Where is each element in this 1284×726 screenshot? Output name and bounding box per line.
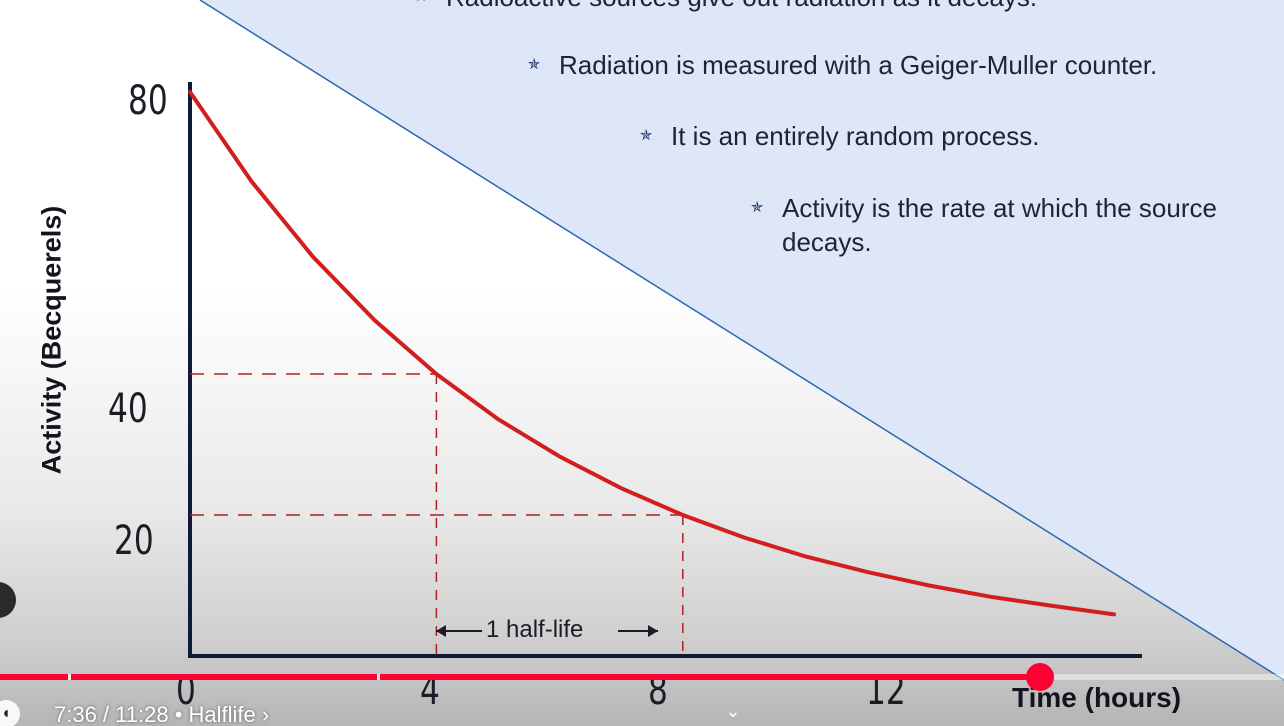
half-life-guides [190,373,684,656]
bullet-text: Radiation is measured with a Geiger-Mull… [559,50,1158,80]
star-bullet-icon: ✯ [410,0,432,8]
arrow-right-icon [648,625,658,637]
y-axis-label: Activity (Becquerels) [36,205,67,475]
arrow-left-icon [436,625,446,637]
bullet-list: ✯ Radioactive sources give out radiation… [0,0,1284,300]
half-life-label: 1 half-life [486,616,584,643]
star-bullet-icon: ✯ [746,197,768,219]
bullet-text: It is an entirely random process. [671,121,1040,151]
decay-curve [188,90,1116,617]
chapter-marker [68,674,71,680]
y-tick-label: 40 [108,386,148,432]
bullet-item: ✯ Radioactive sources give out radiation… [410,0,1037,14]
time-display[interactable]: 7:36 / 11:28 • Halflife › [54,702,270,726]
y-tick-label: 20 [114,518,154,564]
progress-handle[interactable] [1026,663,1055,691]
bullet-item: ✯ Activity is the rate at which the sour… [746,191,1217,259]
star-bullet-icon: ✯ [635,125,657,147]
chevron-down-icon[interactable]: ⌄ [725,700,741,721]
star-bullet-icon: ✯ [523,54,545,76]
y-tick-label: 80 [128,78,168,124]
bullet-text: Radioactive sources give out radiation a… [446,0,1037,14]
bullet-text: Activity is the rate at which the source… [782,193,1217,257]
chapter-marker [377,674,380,680]
progress-played [0,674,1041,680]
bullet-item: ✯ Radiation is measured with a Geiger-Mu… [523,48,1157,82]
volume-icon[interactable]: ◖ [0,700,20,726]
diagonal-line [199,0,1284,681]
previous-button[interactable] [0,582,16,618]
bullet-item: ✯ It is an entirely random process. [635,119,1040,153]
